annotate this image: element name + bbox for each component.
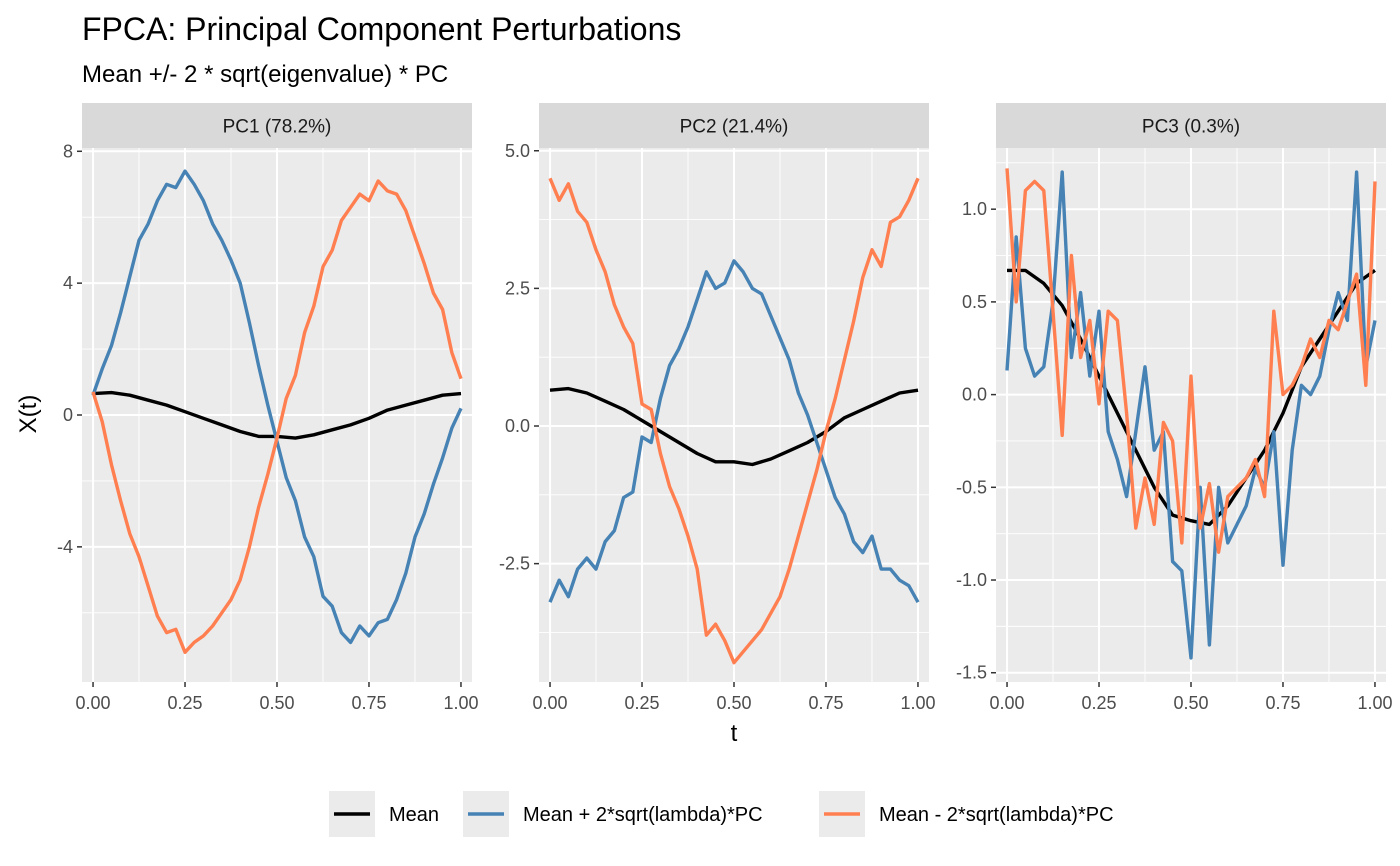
x-tick-label: 0.50 [259, 693, 294, 713]
series-line-minus [1005, 168, 1377, 554]
panel-2: PC2 (21.4%) 0.00 0.25 0.50 0.75 1.00 -2.5 0.0 2.… [499, 103, 935, 713]
y-tick-label: 0.0 [505, 416, 530, 436]
strip-background [82, 103, 472, 148]
y-tick-label: 5.0 [505, 141, 530, 161]
x-tick-label: 1.00 [1357, 693, 1392, 713]
strip-label: PC2 (21.4%) [680, 117, 789, 138]
y-tick-label: 0.5 [962, 292, 987, 312]
y-tick-label: 4 [63, 273, 73, 293]
strip-label: PC1 (78.2%) [223, 117, 332, 138]
x-tick-label: 0.50 [1173, 693, 1208, 713]
x-tick-label: 1.00 [443, 693, 478, 713]
series-line-minus [91, 179, 463, 654]
y-tick-label: -0.5 [956, 477, 987, 497]
y-tick-label: 1.0 [962, 199, 987, 219]
legend-item-mean: Mean [329, 791, 439, 837]
x-tick-label: 0.50 [716, 693, 751, 713]
chart-subtitle: Mean +/- 2 * sqrt(eigenvalue) * PC [82, 61, 448, 88]
strip-background [996, 103, 1386, 148]
x-tick-label: 0.00 [533, 693, 568, 713]
legend-item-plus: Mean + 2*sqrt(lambda)*PC [463, 791, 763, 837]
panel-1: PC1 (78.2%) 0.00 0.25 0.50 0.75 1.00 -4 0 4 8 [57, 103, 478, 713]
x-tick-label: 0.75 [808, 693, 843, 713]
facet-panels: PC1 (78.2%) 0.00 0.25 0.50 0.75 1.00 -4 0 4 8 PC2 … [57, 103, 1392, 713]
strip-background [539, 103, 929, 148]
legend-label: Mean - 2*sqrt(lambda)*PC [879, 804, 1114, 826]
y-tick-label: 8 [63, 141, 73, 161]
series-line-minus [548, 177, 920, 665]
x-tick-label: 0.25 [624, 693, 659, 713]
legend-label: Mean + 2*sqrt(lambda)*PC [523, 804, 763, 826]
y-tick-label: -2.5 [499, 554, 530, 574]
y-tick-label: -4 [57, 537, 73, 557]
x-tick-label: 0.75 [351, 693, 386, 713]
series-line-plus [548, 259, 920, 604]
x-tick-label: 0.25 [1081, 693, 1116, 713]
legend: Mean Mean + 2*sqrt(lambda)*PC Mean - 2*sqr… [329, 791, 1114, 837]
legend-label: Mean [389, 804, 439, 826]
x-tick-label: 0.75 [1265, 693, 1300, 713]
x-tick-label: 0.00 [990, 693, 1025, 713]
y-axis-title: X(t) [15, 395, 42, 434]
panel-3: PC3 (0.3%) 0.00 0.25 0.50 0.75 1.00 -1.5 -1.0 -0… [956, 103, 1392, 713]
x-axis-title: t [731, 720, 738, 747]
legend-item-minus: Mean - 2*sqrt(lambda)*PC [819, 791, 1114, 837]
series-line-mean [549, 386, 919, 467]
y-tick-label: 0.0 [962, 385, 987, 405]
y-tick-label: 0 [63, 405, 73, 425]
x-tick-label: 0.25 [167, 693, 202, 713]
strip-label: PC3 (0.3%) [1142, 117, 1240, 138]
y-tick-label: 2.5 [505, 278, 530, 298]
y-tick-label: -1.5 [956, 663, 987, 683]
x-tick-label: 1.00 [900, 693, 935, 713]
chart-title: FPCA: Principal Component Perturbations [82, 11, 681, 47]
y-tick-label: -1.0 [956, 570, 987, 590]
x-tick-label: 0.00 [76, 693, 111, 713]
